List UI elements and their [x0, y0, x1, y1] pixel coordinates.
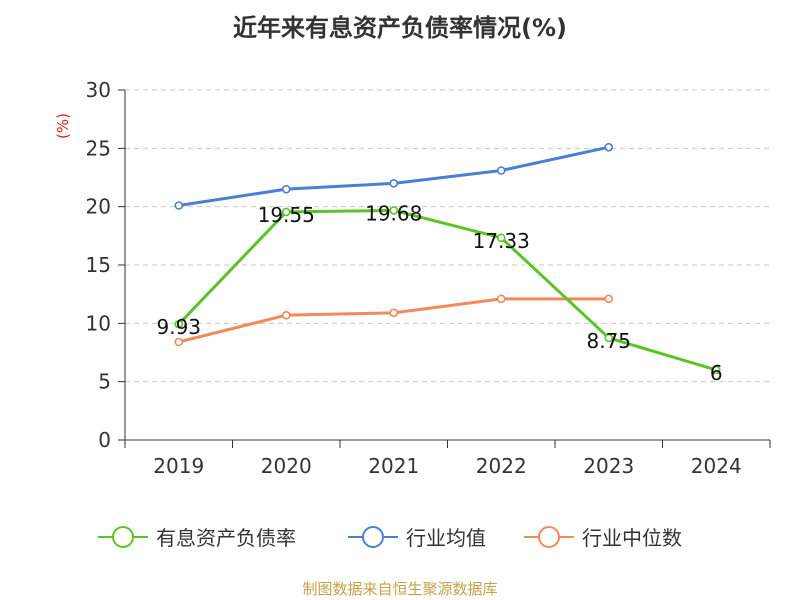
legend-marker: [362, 526, 384, 548]
legend-marker: [538, 526, 560, 548]
data-point: [604, 142, 614, 152]
chart-title: 近年来有息资产负债率情况(%): [233, 14, 567, 42]
legend-label: 行业中位数: [582, 526, 682, 550]
legend-label: 有息资产负债率: [156, 526, 296, 550]
data-label: 19.68: [365, 201, 422, 225]
y-axis-label: (%): [54, 113, 72, 139]
y-tick-label: 5: [98, 370, 111, 394]
data-label: 17.33: [473, 229, 530, 253]
series-line-1: [178, 145, 610, 207]
x-tick-label: 2023: [583, 454, 634, 478]
source-footer: 制图数据来自恒生聚源数据库: [302, 580, 498, 598]
data-point: [604, 294, 614, 304]
x-tick-label: 2019: [153, 454, 204, 478]
data-point: [711, 365, 721, 375]
y-tick-label: 0: [98, 428, 111, 452]
y-tick-label: 15: [86, 253, 111, 277]
data-point: [496, 294, 506, 304]
y-tick-label: 10: [86, 311, 111, 335]
data-label: 19.55: [258, 203, 315, 227]
series-line-2: [178, 297, 609, 344]
data-label: 6: [710, 361, 723, 385]
data-point: [174, 319, 184, 329]
data-point: [174, 201, 184, 210]
data-point: [604, 333, 614, 343]
legend-label: 行业均值: [406, 526, 486, 550]
data-point: [389, 308, 399, 318]
data-point: [496, 233, 506, 243]
data-point: [389, 206, 399, 215]
data-point: [496, 166, 506, 175]
data-point: [174, 337, 184, 347]
data-point: [281, 184, 291, 194]
data-point: [389, 179, 399, 188]
y-tick-label: 30: [86, 78, 111, 102]
data-point: [281, 207, 291, 217]
x-tick-label: 2020: [261, 454, 312, 478]
x-tick-label: 2024: [691, 454, 742, 478]
x-tick-label: 2022: [476, 454, 527, 478]
x-tick-label: 2021: [368, 454, 419, 478]
y-tick-label: 20: [86, 195, 111, 219]
y-tick-label: 25: [86, 136, 111, 160]
data-label: 9.93: [156, 315, 201, 339]
data-label: 8.75: [586, 329, 631, 353]
series-line-0: [177, 208, 717, 372]
legend-marker: [112, 526, 134, 548]
data-point: [281, 310, 291, 320]
